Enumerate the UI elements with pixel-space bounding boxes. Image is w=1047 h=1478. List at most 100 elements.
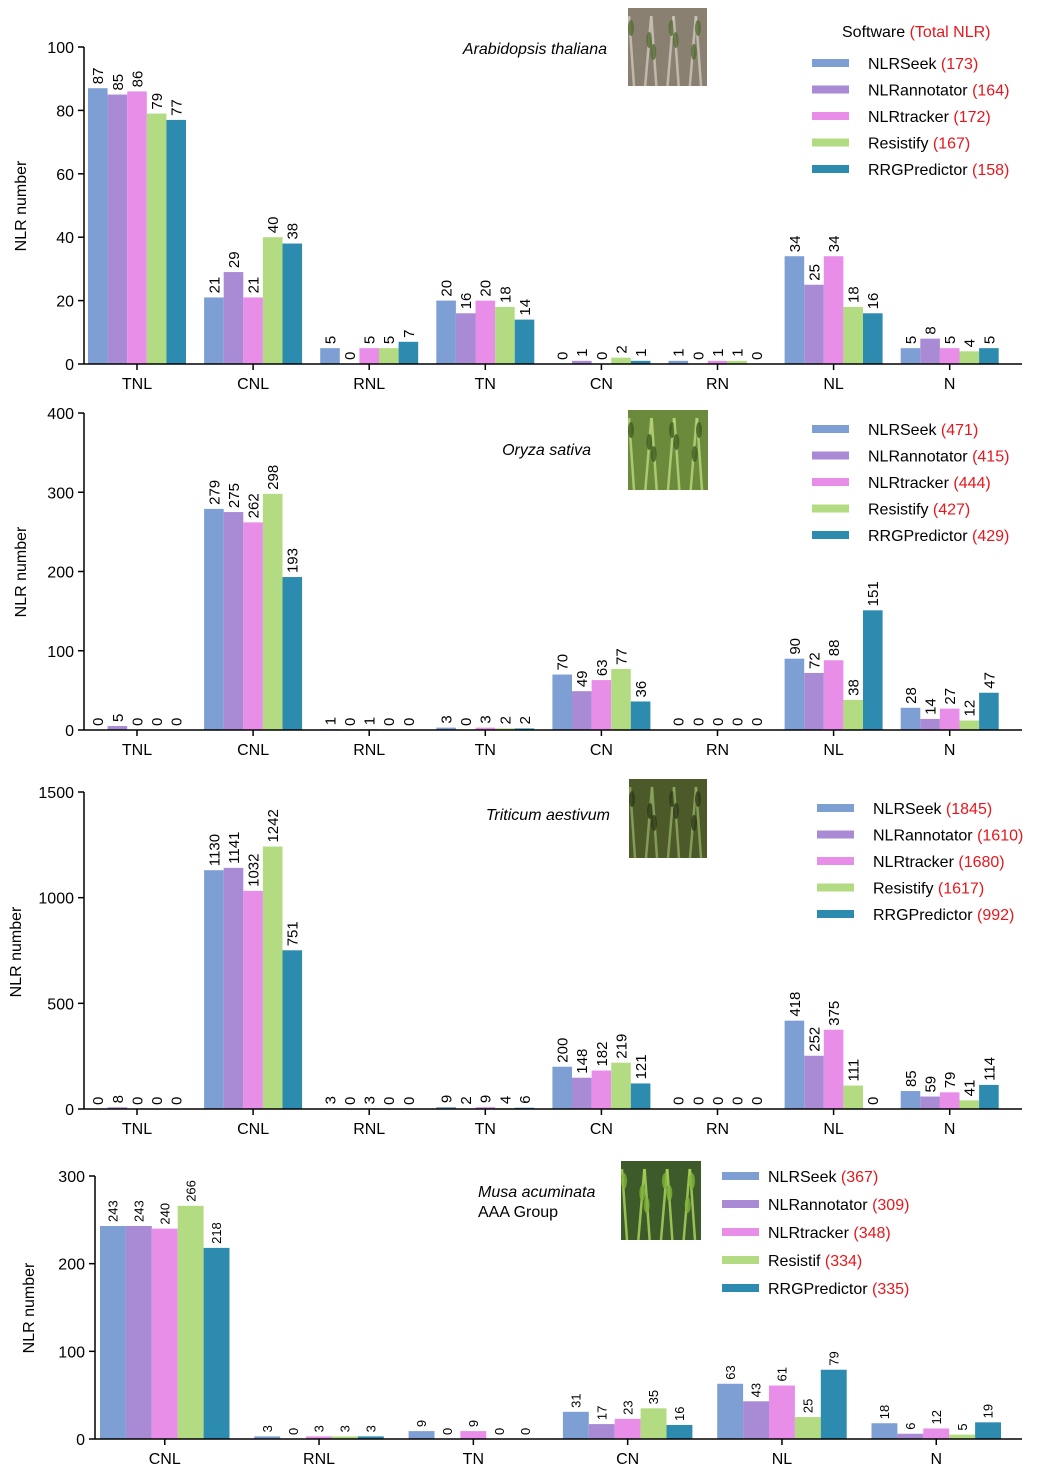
bar-value-label: 243 <box>106 1200 121 1222</box>
legend-swatch <box>817 804 854 812</box>
bar-value-label: 0 <box>749 352 766 360</box>
bar-nlrtracker-nl <box>823 1029 844 1109</box>
bar-value-label: 9 <box>466 1420 481 1427</box>
bar-value-label: 0 <box>671 718 688 726</box>
y-axis-title: NLR number <box>8 906 25 997</box>
bar-value-label: 418 <box>787 992 804 1017</box>
bar-value-label: 0 <box>401 718 418 726</box>
bar-value-label: 87 <box>90 68 107 85</box>
bar-rrgpredictor-tnl <box>166 119 186 364</box>
bar-value-label: 0 <box>749 1097 766 1105</box>
legend-item-nlrannotator: NLRannotator (1610) <box>873 828 1023 845</box>
bar-nlrannotator-cnl <box>223 512 244 730</box>
bar-value-label: 79 <box>942 1072 959 1089</box>
bar-resistify-cnl <box>262 846 283 1109</box>
bar-value-label: 3 <box>322 1096 339 1104</box>
bar-value-label: 40 <box>265 217 282 234</box>
bar-value-label: 3 <box>338 1425 353 1432</box>
bar-rrgpredictor-cnl <box>282 950 303 1109</box>
bar-value-label: 63 <box>594 659 611 676</box>
y-tick-label: 20 <box>56 294 74 311</box>
bar-value-label: 0 <box>149 1097 166 1105</box>
bar-value-label: 1 <box>710 348 727 356</box>
bar-nlrannotator-cnl <box>223 867 244 1109</box>
bar-value-label: 34 <box>787 236 804 253</box>
legend-swatch <box>817 883 854 892</box>
bar-value-label: 9 <box>439 1095 456 1103</box>
bar-nlrseek-tn <box>436 727 456 730</box>
legend-item-nlrseek: NLRSeek (471) <box>868 422 978 439</box>
bar-value-label: 70 <box>555 654 572 671</box>
bar-value-label: 5 <box>955 1423 970 1430</box>
legend-swatch <box>812 451 849 460</box>
species-name: Arabidopsis thaliana <box>462 41 607 58</box>
bar-nlrtracker-cnl <box>151 1228 178 1439</box>
x-tick-label: CNL <box>237 742 269 759</box>
y-axis-title: NLR number <box>13 526 30 617</box>
x-tick-label: CN <box>590 1121 613 1138</box>
bar-resistify-rnl <box>379 348 399 364</box>
bar-resistify-cn <box>611 668 631 730</box>
bar-resistify-nl <box>843 306 863 364</box>
bar-nlrseek-tn <box>436 300 456 364</box>
bar-value-label: 0 <box>381 1097 398 1105</box>
bar-value-label: 1 <box>671 348 688 356</box>
x-tick-label: RNL <box>353 742 385 759</box>
bar-nlrtracker-n <box>923 1428 950 1439</box>
bar-value-label: 59 <box>923 1076 940 1093</box>
legend-item-rrgpredictor: RRGPredictor (429) <box>868 528 1009 545</box>
bar-value-label: 0 <box>690 1097 707 1105</box>
bar-value-label: 29 <box>226 251 243 268</box>
bar-nlrannotator-n <box>920 1096 940 1109</box>
bar-value-label: 61 <box>775 1367 790 1381</box>
bar-value-label: 1 <box>322 717 339 725</box>
bar-value-label: 3 <box>439 715 456 723</box>
legend-swatch <box>812 59 849 67</box>
bar-nlrtracker-cnl <box>243 522 263 730</box>
y-tick-label: 100 <box>58 1344 85 1361</box>
bar-nlrtracker-rn <box>707 360 728 364</box>
bar-resistify-rn <box>727 360 747 364</box>
bar-nlrtracker-rnl <box>306 1436 332 1439</box>
bar-value-label: 5 <box>903 336 920 344</box>
bar-value-label: 0 <box>690 352 707 360</box>
bar-value-label: 25 <box>806 264 823 281</box>
x-tick-label: RN <box>706 742 729 759</box>
bar-nlrtracker-nl <box>823 256 844 364</box>
legend-item-nlrtracker: NLRtracker (348) <box>768 1225 891 1242</box>
x-tick-label: RNL <box>353 1121 385 1138</box>
bar-resistif-nl <box>794 1417 821 1439</box>
bar-value-label: 0 <box>730 1097 747 1105</box>
bar-value-label: 1242 <box>265 809 282 842</box>
bar-value-label: 85 <box>110 74 127 91</box>
bar-nlrseek-n <box>871 1423 898 1439</box>
x-tick-label: RN <box>706 1121 729 1138</box>
bar-value-label: 1 <box>574 348 591 356</box>
legend-swatch <box>722 1284 759 1292</box>
legend-swatch <box>812 165 849 173</box>
bar-value-label: 111 <box>846 1059 863 1082</box>
bar-value-label: 12 <box>929 1410 944 1424</box>
bar-nlrannotator-nl <box>804 1055 824 1109</box>
bar-nlrannotator-cn <box>588 1424 615 1439</box>
bar-value-label: 23 <box>620 1400 635 1414</box>
x-tick-label: TN <box>475 1121 496 1138</box>
bar-rrgpredictor-cn <box>630 360 651 364</box>
bar-value-label: 182 <box>594 1042 611 1067</box>
bar-nlrtracker-tn <box>475 300 496 364</box>
bar-resistif-n <box>949 1434 976 1439</box>
legend-item-nlrtracker: NLRtracker (1680) <box>873 854 1005 871</box>
bar-value-label: 5 <box>362 336 379 344</box>
legend-item-nlrannotator: NLRannotator (164) <box>868 83 1009 100</box>
bar-nlrannotator-cnl <box>223 272 244 364</box>
bar-value-label: 43 <box>749 1383 764 1397</box>
bar-value-label: 751 <box>285 921 302 946</box>
banana-photo <box>620 1161 701 1241</box>
bar-value-label: 9 <box>414 1420 429 1427</box>
bar-nlrtracker-tn <box>475 727 496 730</box>
bar-value-label: 31 <box>569 1393 584 1407</box>
bar-value-label: 219 <box>613 1034 630 1059</box>
wheat-photo <box>628 779 707 859</box>
